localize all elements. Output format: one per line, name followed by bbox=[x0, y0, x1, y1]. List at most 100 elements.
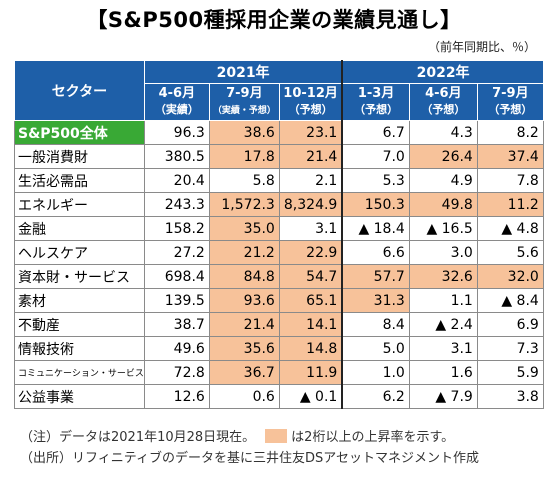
value-cell: 8.4 bbox=[341, 312, 410, 337]
value-cell: 7.8 bbox=[476, 168, 544, 193]
value-cell: 4.9 bbox=[408, 168, 478, 193]
value-cell: 17.8 bbox=[208, 144, 280, 169]
value-cell: 4.3 bbox=[408, 120, 478, 145]
sector-label: コミュニケーション・サービス bbox=[14, 360, 145, 385]
value-cell: 243.3 bbox=[143, 192, 210, 217]
value-cell: 93.6 bbox=[208, 288, 280, 313]
value-cell: 37.4 bbox=[476, 144, 544, 169]
value-cell: 3.8 bbox=[476, 384, 544, 409]
value-cell: 1.1 bbox=[408, 288, 478, 313]
quarter-header: 4-6月 （予想） bbox=[408, 83, 478, 121]
value-cell: 26.4 bbox=[408, 144, 478, 169]
sector-label: 素材 bbox=[14, 288, 145, 313]
value-cell: 7.3 bbox=[476, 336, 544, 361]
table-row: 不動産 38.7 21.4 14.1 8.4 ▲ 2.4 6.9 bbox=[14, 312, 544, 337]
value-cell: ▲ 16.5 bbox=[408, 216, 478, 241]
value-cell: 5.3 bbox=[341, 168, 410, 193]
value-cell: 35.6 bbox=[208, 336, 280, 361]
value-cell: 96.3 bbox=[143, 120, 210, 145]
sector-header: セクター bbox=[14, 60, 145, 121]
highlight-swatch bbox=[265, 429, 288, 443]
value-cell: 5.8 bbox=[208, 168, 280, 193]
value-cell: 5.0 bbox=[341, 336, 410, 361]
quarter-header: 7-9月 （予想） bbox=[476, 83, 544, 121]
value-cell: 6.2 bbox=[341, 384, 410, 409]
value-cell: 31.3 bbox=[341, 288, 410, 313]
value-cell: 20.4 bbox=[143, 168, 210, 193]
value-cell: 698.4 bbox=[143, 264, 210, 289]
value-cell: 21.4 bbox=[278, 144, 343, 169]
value-cell: 3.0 bbox=[408, 240, 478, 265]
value-cell: 7.0 bbox=[341, 144, 410, 169]
value-cell: 32.6 bbox=[408, 264, 478, 289]
value-cell: 8.2 bbox=[476, 120, 544, 145]
value-cell: 49.8 bbox=[408, 192, 478, 217]
value-cell: ▲ 7.9 bbox=[408, 384, 478, 409]
sector-label: S&P500全体 bbox=[14, 120, 145, 145]
sector-label: 資本財・サービス bbox=[14, 264, 145, 289]
value-cell: 21.4 bbox=[208, 312, 280, 337]
value-cell: 27.2 bbox=[143, 240, 210, 265]
value-cell: 6.7 bbox=[341, 120, 410, 145]
table-row: 一般消費財 380.5 17.8 21.4 7.0 26.4 37.4 bbox=[14, 144, 544, 169]
year-header-2021: 2021年 bbox=[143, 60, 343, 84]
value-cell: 14.1 bbox=[278, 312, 343, 337]
value-cell: 84.8 bbox=[208, 264, 280, 289]
value-cell: 54.7 bbox=[278, 264, 343, 289]
value-cell: 1.0 bbox=[341, 360, 410, 385]
table-row: エネルギー 243.3 1,572.3 8,324.9 150.3 49.8 11.2 bbox=[14, 192, 544, 217]
value-cell: 38.7 bbox=[143, 312, 210, 337]
value-cell: 11.9 bbox=[278, 360, 343, 385]
table-row: S&P500全体 96.3 38.6 23.1 6.7 4.3 8.2 bbox=[14, 120, 544, 145]
table-row: 金融 158.2 35.0 3.1 ▲ 18.4 ▲ 16.5 ▲ 4.8 bbox=[14, 216, 544, 241]
value-cell: 22.9 bbox=[278, 240, 343, 265]
value-cell: ▲ 4.8 bbox=[476, 216, 544, 241]
value-cell: 72.8 bbox=[143, 360, 210, 385]
value-cell: 35.0 bbox=[208, 216, 280, 241]
value-cell: 0.6 bbox=[208, 384, 280, 409]
value-cell: 32.0 bbox=[476, 264, 544, 289]
quarter-header: 4-6月 （実績） bbox=[143, 83, 210, 121]
value-cell: 65.1 bbox=[278, 288, 343, 313]
value-cell: 49.6 bbox=[143, 336, 210, 361]
quarter-header: 1-3月 （予想） bbox=[341, 83, 410, 121]
sector-label: エネルギー bbox=[14, 192, 145, 217]
value-cell: 8,324.9 bbox=[278, 192, 343, 217]
table-row: 公益事業 12.6 0.6 ▲ 0.1 6.2 ▲ 7.9 3.8 bbox=[14, 384, 544, 409]
sector-label: 不動産 bbox=[14, 312, 145, 337]
value-cell: 5.9 bbox=[476, 360, 544, 385]
note-text: （注）データは2021年10月28日現在。 bbox=[20, 430, 256, 445]
value-cell: ▲ 18.4 bbox=[341, 216, 410, 241]
value-cell: 139.5 bbox=[143, 288, 210, 313]
value-cell: 158.2 bbox=[143, 216, 210, 241]
value-cell: 36.7 bbox=[208, 360, 280, 385]
sector-label: 生活必需品 bbox=[14, 168, 145, 193]
page-title: 【S&P500種採用企業の業績見通し】 bbox=[86, 8, 462, 32]
table-row: 情報技術 49.6 35.6 14.8 5.0 3.1 7.3 bbox=[14, 336, 544, 361]
value-cell: 2.1 bbox=[278, 168, 343, 193]
table-row: 資本財・サービス 698.4 84.8 54.7 57.7 32.6 32.0 bbox=[14, 264, 544, 289]
value-cell: 380.5 bbox=[143, 144, 210, 169]
note-text: は2桁以上の上昇率を示す。 bbox=[291, 430, 455, 445]
table-row: ヘルスケア 27.2 21.2 22.9 6.6 3.0 5.6 bbox=[14, 240, 544, 265]
value-cell: ▲ 2.4 bbox=[408, 312, 478, 337]
value-cell: 1,572.3 bbox=[208, 192, 280, 217]
value-cell: 5.6 bbox=[476, 240, 544, 265]
sector-label: 公益事業 bbox=[14, 384, 145, 409]
value-cell: 57.7 bbox=[341, 264, 410, 289]
value-cell: 23.1 bbox=[278, 120, 343, 145]
value-cell: 1.6 bbox=[408, 360, 478, 385]
value-cell: 21.2 bbox=[208, 240, 280, 265]
sector-label: 金融 bbox=[14, 216, 145, 241]
year-header-2022: 2022年 bbox=[341, 60, 544, 84]
value-cell: 14.8 bbox=[278, 336, 343, 361]
table-row: コミュニケーション・サービス 72.8 36.7 11.9 1.0 1.6 5.9 bbox=[14, 360, 544, 385]
table-row: 生活必需品 20.4 5.8 2.1 5.3 4.9 7.8 bbox=[14, 168, 544, 193]
note-line-2: （出所）リフィニティブのデータを基に三井住友DSアセットマネジメント作成 bbox=[20, 451, 479, 466]
value-cell: 3.1 bbox=[278, 216, 343, 241]
sector-label: ヘルスケア bbox=[14, 240, 145, 265]
table-row: 素材 139.5 93.6 65.1 31.3 1.1 ▲ 8.4 bbox=[14, 288, 544, 313]
note-line-1: （注）データは2021年10月28日現在。 は2桁以上の上昇率を示す。 bbox=[20, 426, 454, 445]
sector-label: 情報技術 bbox=[14, 336, 145, 361]
quarter-header: 7-9月 （実績・予想） bbox=[208, 83, 280, 121]
